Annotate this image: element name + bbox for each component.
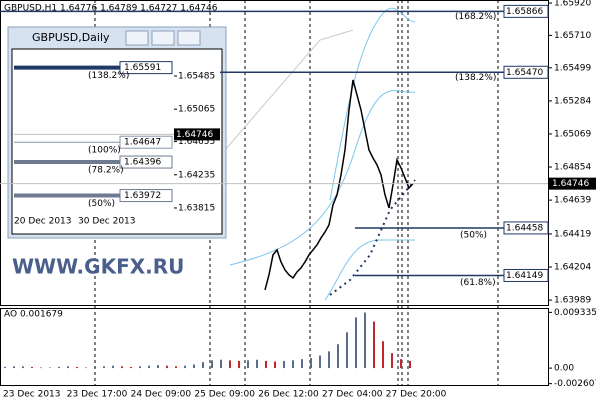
inset-window: GBPUSD,Daily 1.65485 1.65065 1.64655 1.6423… [7, 26, 227, 239]
fib-ratio: (168.2%) [455, 12, 496, 22]
inset-fib-ratio: (138.2%) [88, 71, 129, 81]
inset-bid-label: 1.64746 [176, 130, 213, 140]
inset-x-label: 20 Dec 2013 [14, 217, 72, 227]
inset-y-tick-label: 1.64655 [178, 137, 215, 147]
bid-label: 1.64746 [552, 179, 589, 189]
minimize-button[interactable] [125, 30, 149, 46]
y-tick-label: 1.64854 [554, 163, 591, 173]
inset-y-tick-label: 1.64235 [178, 170, 215, 180]
envelope-upper [329, 7, 416, 201]
inset-y-tick-label: 1.65065 [178, 105, 215, 115]
fib-price: 1.65470 [506, 68, 543, 78]
inset-fib-ratio: (100%) [88, 146, 121, 156]
inset-fib-box [119, 135, 173, 149]
fib-label-box [503, 65, 549, 79]
inset-fib-box [119, 189, 173, 203]
inset-y-tick-label: 1.65485 [178, 71, 215, 81]
inset-x-label: 30 Dec 2013 [78, 217, 136, 227]
fib-label-box [503, 4, 549, 18]
inset-plot [11, 48, 223, 235]
y-tick-label: 1.65069 [554, 129, 591, 139]
y-tick-label: 1.64419 [554, 229, 591, 239]
inset-fib-box [119, 61, 173, 75]
y-tick-label: 1.64639 [554, 196, 591, 206]
x-tick-label: 25 Dec 09:00 [194, 390, 255, 400]
envelope-lower [324, 239, 415, 301]
watermark: WWW.GKFX.RU [12, 255, 184, 279]
ao-header: AO 0.001679 [4, 310, 63, 320]
maximize-button[interactable] [151, 30, 175, 46]
inset-fib-ratio: (78.2%) [88, 166, 124, 176]
x-tick-label: 24 Dec 09:00 [131, 390, 192, 400]
y-tick-label: 1.64204 [554, 263, 591, 273]
x-tick-label: 23 Dec 2013 [3, 390, 61, 400]
inset-fib-price: 1.63972 [124, 191, 161, 201]
ao-panel [0, 308, 549, 386]
y-tick-label: 1.65920 [554, 0, 591, 9]
y-tick-label: 1.65710 [554, 31, 591, 41]
y-tick-label: 1.63989 [554, 296, 591, 306]
main-panel [0, 0, 549, 306]
close-button[interactable] [177, 30, 201, 46]
inset-fib-price: 1.64647 [124, 138, 161, 148]
fib-price: 1.64149 [506, 271, 543, 281]
x-tick-label: 27 Dec 04:00 [322, 390, 383, 400]
ao-tick-label: 0.00 [554, 364, 574, 374]
x-tick-label: 27 Dec 20:00 [386, 390, 447, 400]
x-tick-label: 26 Dec 12:00 [258, 390, 319, 400]
ao-tick-label: 0.009335 [554, 308, 596, 318]
inset-fib-box [119, 155, 173, 169]
fib-label-box [503, 268, 549, 282]
ao-tick-label: -0.002607 [554, 379, 596, 389]
y-tick-label: 1.65499 [554, 63, 591, 73]
inset-fib-ratio: (50%) [88, 199, 115, 209]
inset-y-tick-label: 1.63815 [178, 203, 215, 213]
fib-label-box [503, 221, 549, 235]
price-line [264, 79, 414, 291]
inset-bid-box [174, 128, 220, 141]
inset-title: GBPUSD,Daily [32, 31, 110, 44]
symbol-header: GBPUSD,H1 1.64776 1.64789 1.64727 1.6474… [4, 4, 218, 14]
inset-fib-price: 1.64396 [124, 158, 161, 168]
fib-ratio: (50%) [460, 230, 487, 240]
inset-fib-price: 1.65591 [124, 63, 161, 73]
bid-box [549, 177, 596, 190]
x-tick-label: 23 Dec 17:00 [67, 390, 128, 400]
trend-line [224, 29, 354, 151]
y-tick-label: 1.65284 [554, 96, 591, 106]
fib-ratio: (138.2%) [455, 73, 496, 83]
fib-ratio: (61.8%) [460, 278, 496, 288]
fib-price: 1.65866 [506, 7, 543, 17]
fib-price: 1.64458 [506, 223, 543, 233]
